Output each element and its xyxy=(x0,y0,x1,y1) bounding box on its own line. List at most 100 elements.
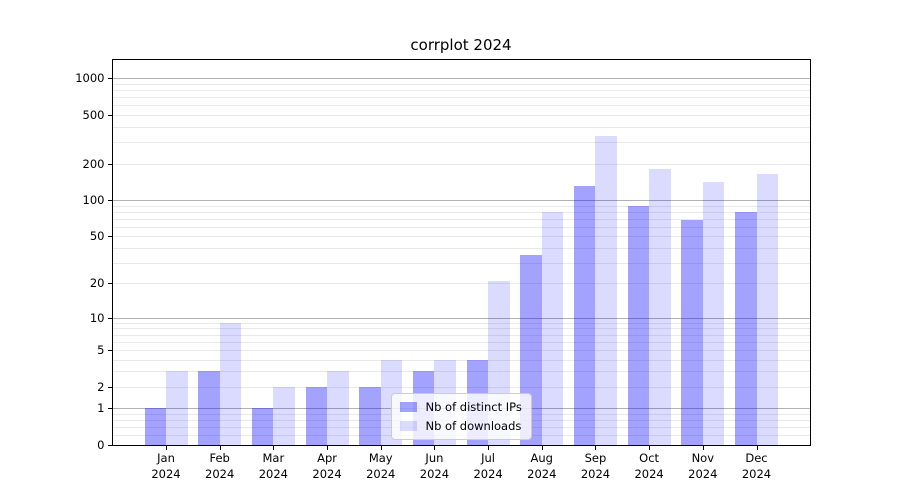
legend-swatch-downloads xyxy=(399,421,417,431)
legend-item: Nb of downloads xyxy=(399,419,522,433)
x-tick-mark xyxy=(434,446,436,450)
x-tick-mark xyxy=(327,446,329,450)
x-tick-label: Dec 2024 xyxy=(741,451,772,481)
minor-gridline xyxy=(112,83,810,85)
minor-gridline xyxy=(112,163,810,165)
x-tick-mark xyxy=(380,446,382,450)
major-gridline xyxy=(112,200,810,202)
legend: Nb of distinct IPs Nb of downloads xyxy=(390,393,532,440)
minor-gridline xyxy=(112,349,810,351)
x-tick-mark xyxy=(595,446,597,450)
minor-gridline xyxy=(112,359,810,361)
minor-gridline xyxy=(112,126,810,128)
y-tick-mark xyxy=(107,236,113,238)
x-tick-label: Feb 2024 xyxy=(205,451,235,481)
y-tick-mark xyxy=(107,283,113,285)
y-tick-label: 1000 xyxy=(75,71,105,86)
y-tick-label: 500 xyxy=(82,108,105,123)
minor-gridline xyxy=(112,341,810,343)
minor-gridline xyxy=(112,371,810,373)
x-tick-mark xyxy=(219,446,221,450)
y-tick-label: 100 xyxy=(82,193,105,208)
bar-distinct-ips-nov xyxy=(681,220,703,445)
bar-distinct-ips-mar xyxy=(251,408,274,445)
y-tick-mark xyxy=(107,200,113,202)
y-tick-mark xyxy=(107,163,113,165)
y-tick-label: 50 xyxy=(89,229,105,244)
legend-label: Nb of downloads xyxy=(425,419,522,433)
minor-gridline xyxy=(112,115,810,117)
minor-gridline xyxy=(112,236,810,238)
x-tick-label: Apr 2024 xyxy=(312,451,342,481)
x-tick-mark xyxy=(702,446,704,450)
minor-gridline xyxy=(112,218,810,220)
minor-gridline xyxy=(112,211,810,213)
y-tick-mark xyxy=(107,408,113,410)
y-tick-mark xyxy=(107,445,113,446)
x-tick-label: May 2024 xyxy=(366,451,396,481)
y-tick-label: 10 xyxy=(89,310,105,325)
bar-downloads-aug xyxy=(541,211,564,445)
x-tick-label: Jan 2024 xyxy=(151,451,181,481)
y-tick-label: 0 xyxy=(97,438,105,452)
y-tick-label: 5 xyxy=(97,342,105,357)
y-tick-label: 1 xyxy=(97,401,105,416)
bar-downloads-sep xyxy=(595,135,617,445)
bar-distinct-ips-apr xyxy=(305,386,328,445)
x-tick-mark xyxy=(649,446,651,450)
minor-gridline xyxy=(112,97,810,99)
minor-gridline xyxy=(112,328,810,330)
bar-distinct-ips-dec xyxy=(735,211,757,445)
minor-gridline xyxy=(112,322,810,324)
x-tick-label: Nov 2024 xyxy=(688,451,718,481)
x-tick-mark xyxy=(273,446,275,450)
x-tick-label: Jul 2024 xyxy=(473,451,503,481)
bar-downloads-apr xyxy=(327,371,349,445)
minor-gridline xyxy=(112,105,810,107)
bar-distinct-ips-oct xyxy=(627,206,650,445)
x-tick-label: Sep 2024 xyxy=(580,451,611,481)
x-tick-mark xyxy=(488,446,490,450)
plot-area: Nb of distinct IPs Nb of downloads xyxy=(111,59,811,446)
x-tick-mark xyxy=(541,446,543,450)
bar-distinct-ips-may xyxy=(359,386,381,445)
major-gridline xyxy=(112,78,810,80)
x-tick-label: Mar 2024 xyxy=(258,451,288,481)
x-tick-mark xyxy=(756,446,758,450)
minor-gridline xyxy=(112,247,810,249)
chart-title: corrplot 2024 xyxy=(410,36,512,54)
bar-distinct-ips-feb xyxy=(198,371,220,445)
minor-gridline xyxy=(112,205,810,207)
y-tick-mark xyxy=(107,115,113,117)
y-tick-label: 200 xyxy=(82,156,105,171)
bar-downloads-nov xyxy=(702,182,725,445)
x-tick-label: Oct 2024 xyxy=(634,451,664,481)
major-gridline xyxy=(112,317,810,319)
x-tick-label: Aug 2024 xyxy=(527,451,557,481)
minor-gridline xyxy=(112,386,810,388)
y-tick-label: 20 xyxy=(89,276,105,291)
bar-downloads-mar xyxy=(273,386,295,445)
bar-distinct-ips-jan xyxy=(144,408,166,445)
minor-gridline xyxy=(112,142,810,144)
legend-item: Nb of distinct IPs xyxy=(399,400,522,414)
y-tick-mark xyxy=(107,349,113,351)
bar-distinct-ips-sep xyxy=(573,185,596,445)
minor-gridline xyxy=(112,283,810,285)
bar-downloads-dec xyxy=(756,174,778,445)
y-tick-mark xyxy=(107,78,113,80)
bar-downloads-feb xyxy=(219,322,242,445)
y-tick-mark xyxy=(107,317,113,319)
minor-gridline xyxy=(112,90,810,92)
y-tick-mark xyxy=(107,386,113,388)
bar-downloads-jan xyxy=(166,371,188,445)
x-tick-label: Jun 2024 xyxy=(419,451,450,481)
legend-swatch-distinct-ips xyxy=(399,402,417,412)
minor-gridline xyxy=(112,262,810,264)
minor-gridline xyxy=(112,334,810,336)
y-tick-label: 2 xyxy=(97,379,105,394)
minor-gridline xyxy=(112,226,810,228)
bar-downloads-oct xyxy=(649,169,671,445)
x-tick-mark xyxy=(166,446,167,450)
